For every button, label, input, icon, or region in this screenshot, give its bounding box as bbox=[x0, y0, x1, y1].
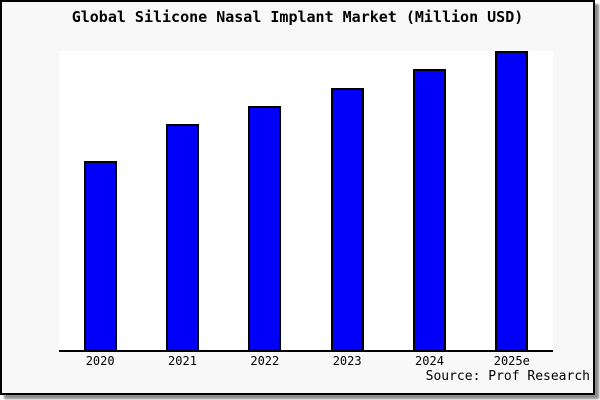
bar-2020 bbox=[83, 161, 117, 351]
x-tick-label-2020: 2020 bbox=[85, 354, 115, 368]
chart-title: Global Silicone Nasal Implant Market (Mi… bbox=[71, 8, 524, 26]
source-note: Source: Prof Research bbox=[425, 369, 590, 384]
bars-row bbox=[59, 51, 553, 351]
x-tick-label-2023: 2023 bbox=[332, 354, 362, 368]
bar-2022 bbox=[248, 106, 282, 351]
bar-slot-2021 bbox=[141, 51, 223, 351]
x-axis-tick-labels: 2020 2021 2022 2023 2024 2025e bbox=[59, 355, 553, 368]
bar-slot-2022 bbox=[224, 51, 306, 351]
bar-slot-2025e bbox=[471, 51, 553, 351]
x-tick-label-2024: 2024 bbox=[415, 354, 444, 368]
bar-slot-2020 bbox=[59, 51, 141, 351]
bar-2024 bbox=[412, 69, 446, 351]
bar-2023 bbox=[330, 88, 364, 351]
bar-2021 bbox=[165, 124, 199, 351]
x-tick-label-2025e: 2025e bbox=[493, 354, 530, 368]
bar-slot-2023 bbox=[306, 51, 388, 351]
x-tick-label-2021: 2021 bbox=[168, 354, 197, 368]
plot-area bbox=[59, 51, 553, 351]
x-axis-line bbox=[59, 350, 553, 352]
bar-2025e bbox=[495, 51, 529, 351]
x-tick-label-2022: 2022 bbox=[250, 354, 280, 368]
bar-slot-2024 bbox=[388, 51, 470, 351]
